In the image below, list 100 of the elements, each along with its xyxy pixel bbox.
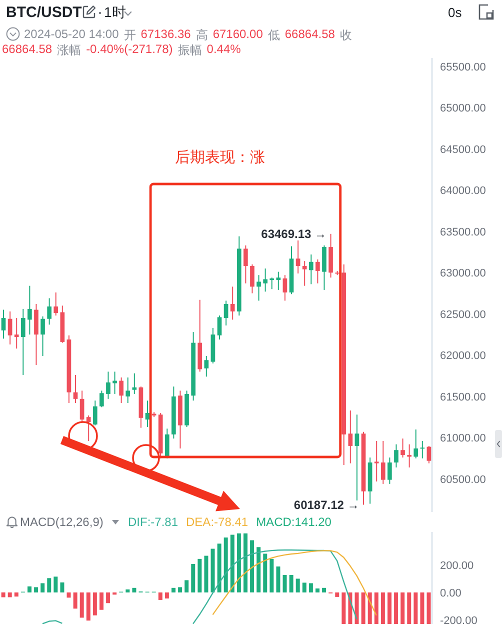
candlestick (132, 372, 137, 394)
bar (230, 534, 234, 592)
text: 2024-05-20 14:00 (24, 27, 119, 41)
bar (178, 587, 182, 592)
bar (322, 588, 326, 592)
bar (276, 566, 280, 592)
bar (60, 582, 64, 592)
annotation: 63469.13 → (261, 226, 327, 241)
text: 低 (268, 27, 280, 44)
bar (210, 548, 215, 592)
candlestick (270, 277, 274, 290)
candlestick (28, 285, 32, 336)
candlestick (47, 298, 52, 326)
chart-subtitle: 1时 (104, 4, 126, 20)
bar (47, 578, 52, 592)
bar (112, 592, 117, 595)
text: -0.40%(-271.78) (86, 42, 173, 58)
text: 0.44% (206, 42, 241, 58)
bar (374, 592, 378, 624)
candlestick (250, 264, 254, 294)
chart-title: MACD(12,26,9) (20, 515, 104, 529)
candlestick (302, 260, 307, 286)
text: 66864.58 (2, 42, 52, 58)
bar (308, 583, 313, 592)
candlestick (86, 414, 91, 442)
candlestick (263, 268, 268, 292)
bar (27, 586, 32, 592)
bar (335, 592, 340, 597)
candlestick (244, 244, 248, 284)
annotation: 后期表现：涨 (175, 149, 265, 166)
y-tick-label: 64500.00 (440, 144, 486, 156)
bar (296, 578, 300, 592)
candlestick (230, 286, 235, 320)
bar (256, 547, 261, 592)
candlestick (164, 428, 170, 459)
y-tick-label: 62500.00 (440, 308, 486, 321)
bar (361, 592, 366, 624)
candlestick (145, 400, 150, 428)
bar (34, 587, 38, 592)
y-tick-label: 65500.00 (440, 61, 486, 74)
bar (270, 558, 274, 592)
text: 高 (196, 27, 208, 44)
candlestick (400, 438, 405, 458)
annotation: 60187.12 → (294, 498, 360, 512)
bar (420, 592, 424, 624)
y-tick-label: 60500.00 (440, 474, 486, 486)
text: 收 (340, 27, 352, 44)
y-tick-label: 61500.00 (440, 391, 486, 404)
bar (132, 588, 136, 592)
line-series (212, 550, 377, 616)
candlestick (426, 445, 432, 464)
bar (368, 592, 372, 624)
candlestick (296, 240, 300, 274)
candlestick (354, 414, 360, 501)
bar (99, 592, 104, 610)
bar (315, 588, 320, 592)
bar (158, 592, 162, 600)
bar (243, 533, 248, 592)
bar (236, 533, 241, 592)
bar (394, 592, 398, 624)
bar (66, 592, 71, 598)
candlestick (100, 390, 104, 408)
bar (191, 564, 196, 592)
bar (224, 537, 228, 592)
y-tick-label: -200.00 (440, 614, 478, 627)
bar (204, 556, 208, 592)
chart-title: BTC/USDT (6, 4, 82, 21)
text: DEA:-78.41 (186, 515, 248, 529)
text: 振幅 (178, 42, 202, 59)
series-label: MACD:141.20 (256, 515, 332, 529)
candlestick (54, 292, 58, 316)
bar (92, 592, 97, 616)
y-tick-label: 64000.00 (440, 185, 486, 198)
candlestick (308, 254, 314, 285)
candlestick (8, 310, 12, 345)
candlestick (414, 428, 418, 459)
candlestick (407, 444, 412, 468)
candlestick (1, 309, 6, 340)
bar (380, 592, 385, 624)
candlestick (126, 376, 130, 404)
candlestick (348, 410, 353, 464)
bar (354, 592, 359, 624)
candlestick (119, 376, 124, 404)
candlestick (204, 355, 209, 378)
text: 67160.00 (212, 27, 263, 41)
candlestick (217, 315, 222, 340)
bar (198, 558, 202, 592)
bar (80, 592, 84, 618)
bar (8, 592, 12, 598)
y-tick-label: 0.00 (440, 587, 462, 600)
candlestick (276, 271, 281, 290)
text: 开 (124, 27, 136, 44)
bar (86, 592, 90, 621)
bar (414, 592, 418, 624)
bar (14, 592, 18, 597)
bar (126, 589, 130, 592)
bar (289, 574, 294, 592)
text: 0s (448, 5, 462, 20)
y-tick-label: 65000.00 (440, 102, 486, 115)
bar (282, 574, 287, 592)
